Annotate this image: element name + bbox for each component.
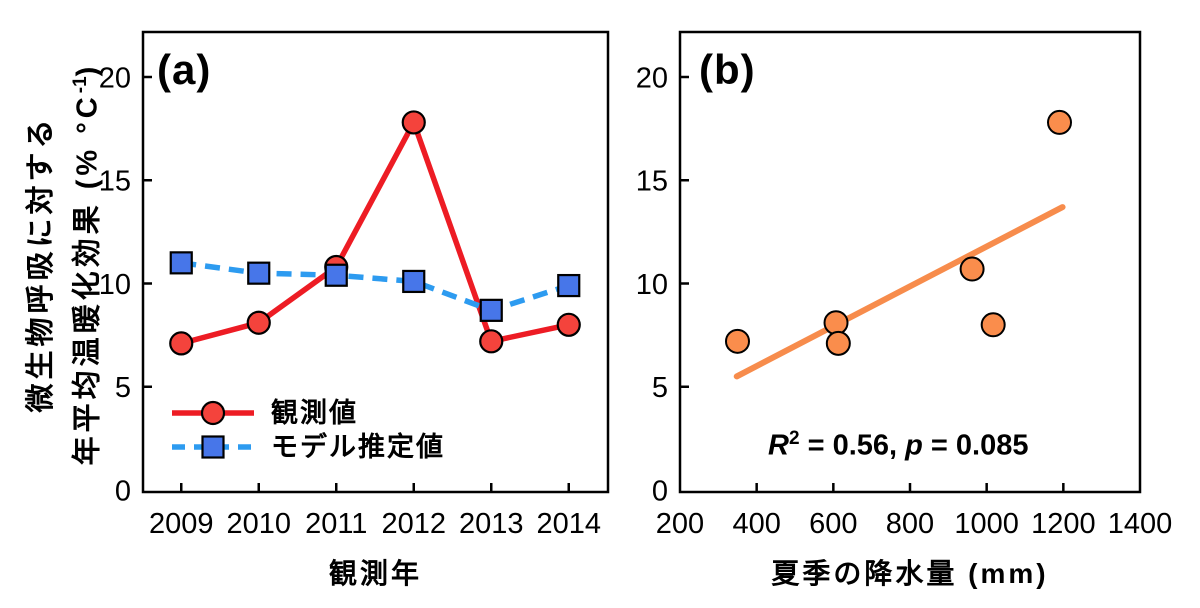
model-marker: [247, 261, 271, 285]
panel-b-y-axis-tick-label: 15: [636, 166, 668, 198]
legend-observed-marker-sample: [200, 400, 226, 426]
r-squared-value: = 0.56,: [799, 429, 906, 462]
panel-a-x-tick-label: 2009: [149, 508, 214, 540]
panel-b-y-axis-tick-label: 0: [652, 475, 668, 507]
panel-a-x-tick-label: 2011: [305, 508, 367, 540]
legend-label-model: モデル推定値: [271, 432, 445, 462]
model-marker: [402, 269, 426, 294]
r-squared-exponent: 2: [788, 428, 800, 449]
model-marker: [324, 263, 348, 287]
panel-a-x-tick-label: 2013: [459, 508, 524, 540]
panel-a-y-axis-tick-label: 20: [99, 62, 131, 94]
panel-a-x-tick-label: 2014: [536, 508, 601, 540]
scatter-point: [1047, 109, 1072, 135]
scatter-point: [959, 256, 985, 282]
scatter-point: [823, 310, 849, 336]
model-line: [180, 260, 570, 314]
shared-y-axis-label: 微生物呼吸に対する 年平均温暖化効果 (% °C-1): [21, 0, 104, 537]
r-squared-symbol: R: [768, 429, 789, 462]
model-marker: [169, 251, 193, 275]
panel-a-x-tick-label: 2012: [381, 508, 446, 540]
scatter-point: [725, 328, 750, 354]
panel-a-letter: (a): [157, 46, 212, 93]
panel-a-y-axis-tick-label: 15: [99, 166, 131, 198]
panel-a-frame: [141, 30, 610, 494]
panel-a-y-axis-tick-label: 10: [99, 269, 131, 301]
scatter-point: [825, 330, 851, 356]
model-marker: [479, 298, 503, 322]
panel-b-x-tick-label: 1200: [1031, 508, 1096, 540]
panel-a-x-axis-title: 観測年: [328, 558, 422, 589]
panel-b-x-tick-label: 400: [732, 508, 780, 540]
panel-b-y-axis-tick-label: 10: [636, 269, 668, 301]
panel-b-letter: (b): [699, 46, 756, 93]
legend-label-observed: 観測値: [271, 398, 358, 428]
y-axis-label-line2: 年平均温暖化効果 (% °C-1): [70, 62, 104, 466]
observed-marker: [246, 310, 271, 335]
observed-marker: [479, 329, 504, 354]
observed-marker: [556, 312, 581, 337]
panel-b-frame: [678, 30, 1142, 494]
observed-marker: [401, 110, 426, 135]
observed-line: [180, 119, 570, 347]
observed-marker: [169, 331, 194, 356]
p-value: = 0.085: [922, 429, 1029, 462]
scatter-point: [980, 312, 1006, 338]
panel-a-x-tick-label: 2010: [226, 508, 291, 540]
panel-b-x-tick-label: 1000: [954, 508, 1019, 540]
y-axis-unit-superscript: -1: [70, 76, 91, 94]
trend-line: [733, 204, 1066, 380]
model-marker: [557, 273, 581, 298]
panel-a-y-axis-tick-label: 5: [115, 372, 131, 404]
y-axis-label-line1: 微生物呼吸に対する: [25, 115, 57, 413]
panel-b-x-axis-title: 夏季の降水量 (mm): [771, 558, 1049, 589]
panel-b-y-axis-tick-label: 20: [636, 62, 668, 94]
panel-b-x-tick-label: 1400: [1108, 508, 1173, 540]
panel-b-x-tick-label: 600: [809, 508, 857, 540]
panel-a-y-axis-tick-label: 0: [115, 475, 131, 507]
panel-b-x-tick-label: 800: [886, 508, 934, 540]
panel-b-y-axis-tick-label: 5: [652, 372, 668, 404]
legend-model-marker-sample: [201, 435, 225, 459]
p-symbol: p: [905, 429, 923, 462]
regression-annotation: R2 = 0.56, p = 0.085: [768, 428, 1028, 463]
panel-b-x-tick-label: 200: [656, 508, 704, 540]
